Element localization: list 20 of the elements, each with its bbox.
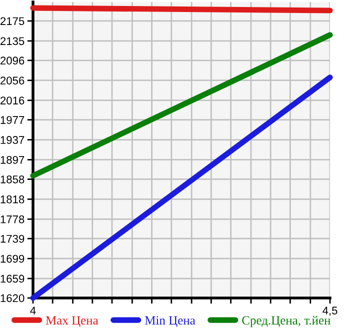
y-tick-label: 1977 [0, 116, 24, 124]
y-tick-label: 1858 [0, 175, 24, 184]
y-tick-label: 2135 [0, 37, 24, 46]
y-tick-label: 1659 [0, 274, 24, 283]
legend-label: Max Цена [46, 316, 98, 328]
legend-label: Сред.Цена, т.йен [242, 316, 330, 328]
y-tick-label: 2096 [0, 56, 24, 65]
y-tick-label: 1897 [0, 156, 24, 164]
y-tick-label: 2056 [0, 76, 24, 85]
y-tick-label: 1778 [0, 215, 24, 224]
y-tick-label: 1937 [0, 136, 24, 144]
y-tick-label: 1739 [0, 234, 24, 243]
y-tick-label: 1620 [0, 294, 24, 302]
x-tick-label: 4 [30, 306, 36, 314]
y-tick-label: 2016 [0, 96, 24, 104]
y-tick-label: 2175 [0, 17, 24, 26]
y-tick-label: 1818 [0, 195, 24, 204]
y-tick-label: 1699 [0, 254, 24, 263]
legend-label: Min Цена [144, 316, 196, 328]
x-tick-label: 4,5 [322, 306, 338, 316]
